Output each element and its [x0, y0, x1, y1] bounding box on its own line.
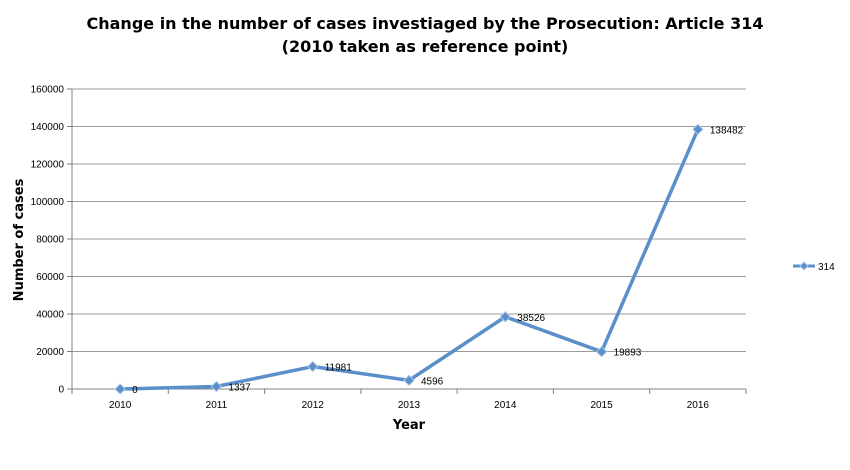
data-point-marker [499, 311, 511, 323]
data-label: 38526 [517, 313, 545, 324]
y-axis-title: Number of cases [12, 178, 27, 301]
data-label: 0 [132, 385, 138, 396]
x-tick-label: 2015 [590, 400, 613, 411]
data-point-marker [595, 345, 608, 358]
chart-title: Change in the number of cases investiage… [87, 14, 764, 33]
legend-label: 314 [818, 262, 835, 273]
legend: 314 [793, 261, 835, 273]
data-labels: 0 1337 11981 4596 38526 19893 138482 [132, 125, 744, 396]
y-tick-label: 60000 [36, 272, 64, 283]
data-series [114, 123, 704, 395]
data-label: 19893 [614, 348, 642, 359]
data-point-marker [307, 360, 319, 373]
data-point-marker [692, 123, 704, 136]
series-line [118, 127, 700, 391]
data-label: 1337 [228, 382, 251, 393]
y-tick-label: 80000 [36, 235, 64, 246]
x-tick-label: 2010 [109, 400, 132, 411]
chart-subtitle: (2010 taken as reference point) [282, 37, 569, 56]
x-tick-label: 2016 [687, 400, 710, 411]
data-point-marker [210, 380, 223, 393]
legend-marker-icon [799, 261, 809, 271]
y-tick-label: 160000 [31, 85, 65, 96]
y-tick-label: 40000 [36, 310, 64, 321]
y-tick-label: 120000 [31, 160, 65, 171]
gridlines [72, 88, 746, 352]
y-tick-label: 140000 [31, 122, 65, 133]
x-axis-title: Year [392, 418, 426, 433]
data-point-marker [403, 374, 415, 387]
data-point-marker [114, 383, 126, 395]
x-tick-label: 2013 [398, 400, 421, 411]
x-tick-label: 2012 [302, 400, 325, 411]
y-tick-label: 0 [58, 385, 64, 396]
y-tick-label: 20000 [36, 347, 64, 358]
data-label: 138482 [710, 125, 744, 136]
y-tick-label: 100000 [31, 197, 65, 208]
x-tick-label: 2014 [494, 400, 517, 411]
data-label: 4596 [421, 376, 444, 387]
x-tick-labels: 2010 2011 2012 2013 2014 2015 2016 [109, 400, 709, 411]
axes [67, 88, 747, 394]
data-label: 11981 [325, 363, 353, 374]
y-tick-labels: 0 20000 40000 60000 80000 100000 120000 140000 1… [31, 85, 65, 396]
x-tick-label: 2011 [206, 400, 228, 411]
